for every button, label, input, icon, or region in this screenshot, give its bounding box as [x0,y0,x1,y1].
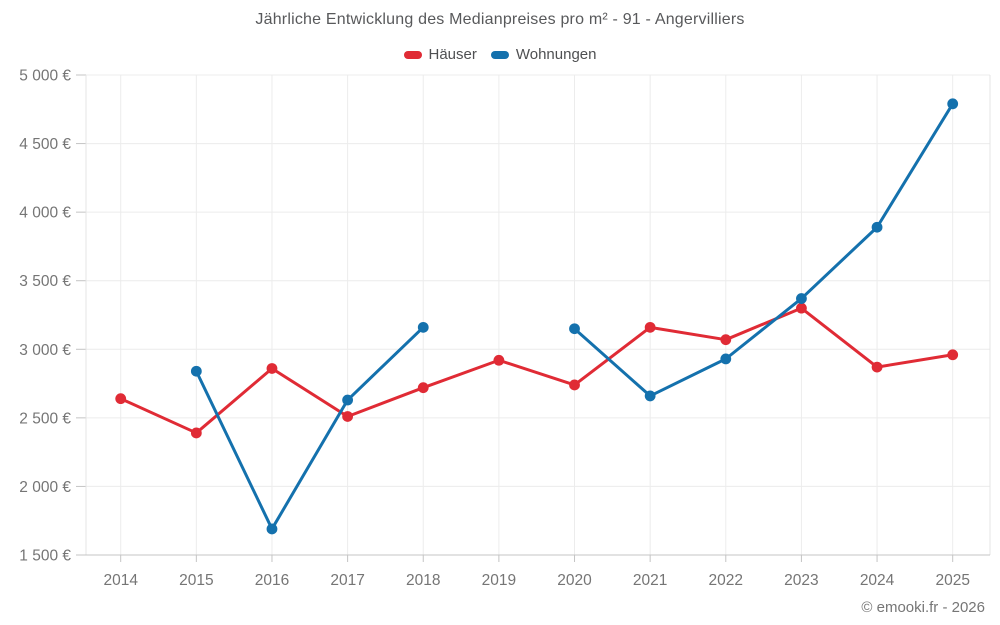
x-tick-label: 2016 [255,572,289,589]
line-wohnungen [573,102,955,398]
y-axis-labels: 1 500 € 2 000 € 2 500 € 3 000 € 3 500 € 4 000… [19,68,71,565]
point-hauser-2020[interactable] [569,379,580,391]
y-tick-label: 3 500 € [19,273,71,290]
line-wohnungen [194,325,425,531]
legend-item-wohnungen[interactable]: Wohnungen [490,46,597,63]
axis-ticks [76,74,954,562]
point-wohnungen-2023[interactable] [796,293,807,304]
y-tick-label: 1 500 € [19,548,71,565]
point-hauser-2014[interactable] [115,393,127,405]
chart-title: Jährliche Entwicklung des Medianpreises … [255,11,745,28]
point-wohnungen-2025[interactable] [947,98,959,110]
x-tick-label: 2020 [557,572,592,589]
x-tick-label: 2021 [633,572,667,589]
point-hauser-2017[interactable] [342,411,354,422]
y-tick-label: 3 000 € [19,342,71,359]
point-hauser-2019[interactable] [493,354,505,366]
point-hauser-2016[interactable] [266,363,278,374]
x-tick-label: 2023 [784,572,818,589]
y-tick-label: 4 000 € [19,205,71,222]
attribution-watermark: © emooki.fr - 2026 [861,599,985,616]
point-hauser-2023[interactable] [796,302,807,314]
point-hauser-2018[interactable] [417,382,429,394]
series-hauser [115,302,959,439]
point-hauser-2015[interactable] [190,427,202,439]
legend-item-hauser[interactable]: Häuser [403,46,477,63]
point-wohnungen-2015[interactable] [190,365,202,377]
x-tick-label: 2022 [709,572,743,589]
y-gridlines [86,74,990,556]
point-hauser-2024[interactable] [871,361,883,373]
x-gridlines [120,75,954,555]
point-hauser-2022[interactable] [720,334,732,346]
x-tick-label: 2024 [860,572,895,589]
x-tick-label: 2015 [179,572,213,589]
legend: Häuser Wohnungen [0,46,1000,63]
x-tick-label: 2019 [482,572,516,589]
x-tick-label: 2014 [103,572,138,589]
point-wohnungen-2024[interactable] [871,221,883,233]
point-wohnungen-2022[interactable] [720,353,732,365]
x-tick-label: 2025 [935,572,969,589]
point-wohnungen-2017[interactable] [342,394,354,406]
x-tick-label: 2017 [330,572,364,589]
line-hauser [119,306,955,435]
x-axis-labels: 2014 2015 2016 2017 2018 2019 2020 2021 2022 2023… [103,572,969,589]
wohnungen-series-swatch-icon [490,50,509,59]
y-tick-label: 5 000 € [19,68,71,85]
point-wohnungen-2021[interactable] [644,390,656,402]
x-tick-label: 2018 [406,572,440,589]
series-wohnungen [190,98,959,535]
y-tick-label: 2 500 € [19,410,71,427]
legend-label-hauser: Häuser [428,46,477,63]
point-hauser-2021[interactable] [644,321,656,333]
legend-label-wohnungen: Wohnungen [515,46,597,63]
hauser-series-swatch-icon [403,50,422,59]
y-tick-label: 2 000 € [19,479,71,496]
point-hauser-2025[interactable] [947,349,959,361]
point-wohnungen-2016[interactable] [266,523,278,535]
point-wohnungen-2018[interactable] [417,321,429,333]
y-tick-label: 4 500 € [19,136,71,153]
point-wohnungen-2020[interactable] [569,323,580,335]
